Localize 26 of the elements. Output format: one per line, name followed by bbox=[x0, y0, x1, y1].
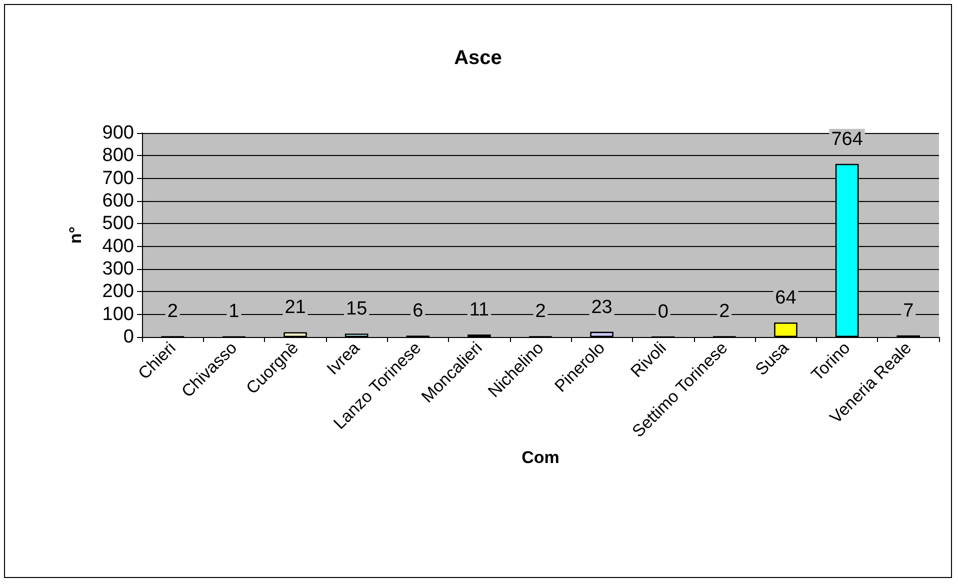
data-label: 764 bbox=[831, 128, 864, 150]
y-tick-label: 200 bbox=[102, 281, 134, 302]
y-tick-label: 0 bbox=[123, 326, 134, 348]
y-tick-label: 600 bbox=[102, 190, 134, 212]
data-label: 2 bbox=[719, 301, 730, 322]
y-tick-label: 700 bbox=[102, 168, 134, 189]
data-label: 0 bbox=[658, 301, 668, 322]
y-tick-label: 900 bbox=[102, 122, 134, 144]
data-label: 7 bbox=[903, 300, 914, 322]
y-tick-label: 100 bbox=[102, 304, 134, 325]
y-tick-label: 300 bbox=[102, 258, 134, 280]
x-axis-title: Com bbox=[522, 448, 560, 467]
data-label: 64 bbox=[775, 287, 797, 308]
data-label: 2 bbox=[535, 301, 546, 322]
data-label: 23 bbox=[591, 296, 612, 318]
data-label: 15 bbox=[346, 298, 368, 320]
data-label: 21 bbox=[284, 297, 306, 318]
data-label: 6 bbox=[412, 300, 424, 322]
data-label: 1 bbox=[228, 301, 240, 322]
y-tick-label: 400 bbox=[102, 236, 134, 257]
data-label: 11 bbox=[469, 300, 490, 321]
y-tick-label: 800 bbox=[102, 145, 134, 166]
y-axis-title: n° bbox=[66, 226, 85, 244]
chart-title: Asce bbox=[454, 47, 502, 69]
y-tick-label: 500 bbox=[102, 213, 134, 234]
data-label: 2 bbox=[167, 301, 178, 322]
